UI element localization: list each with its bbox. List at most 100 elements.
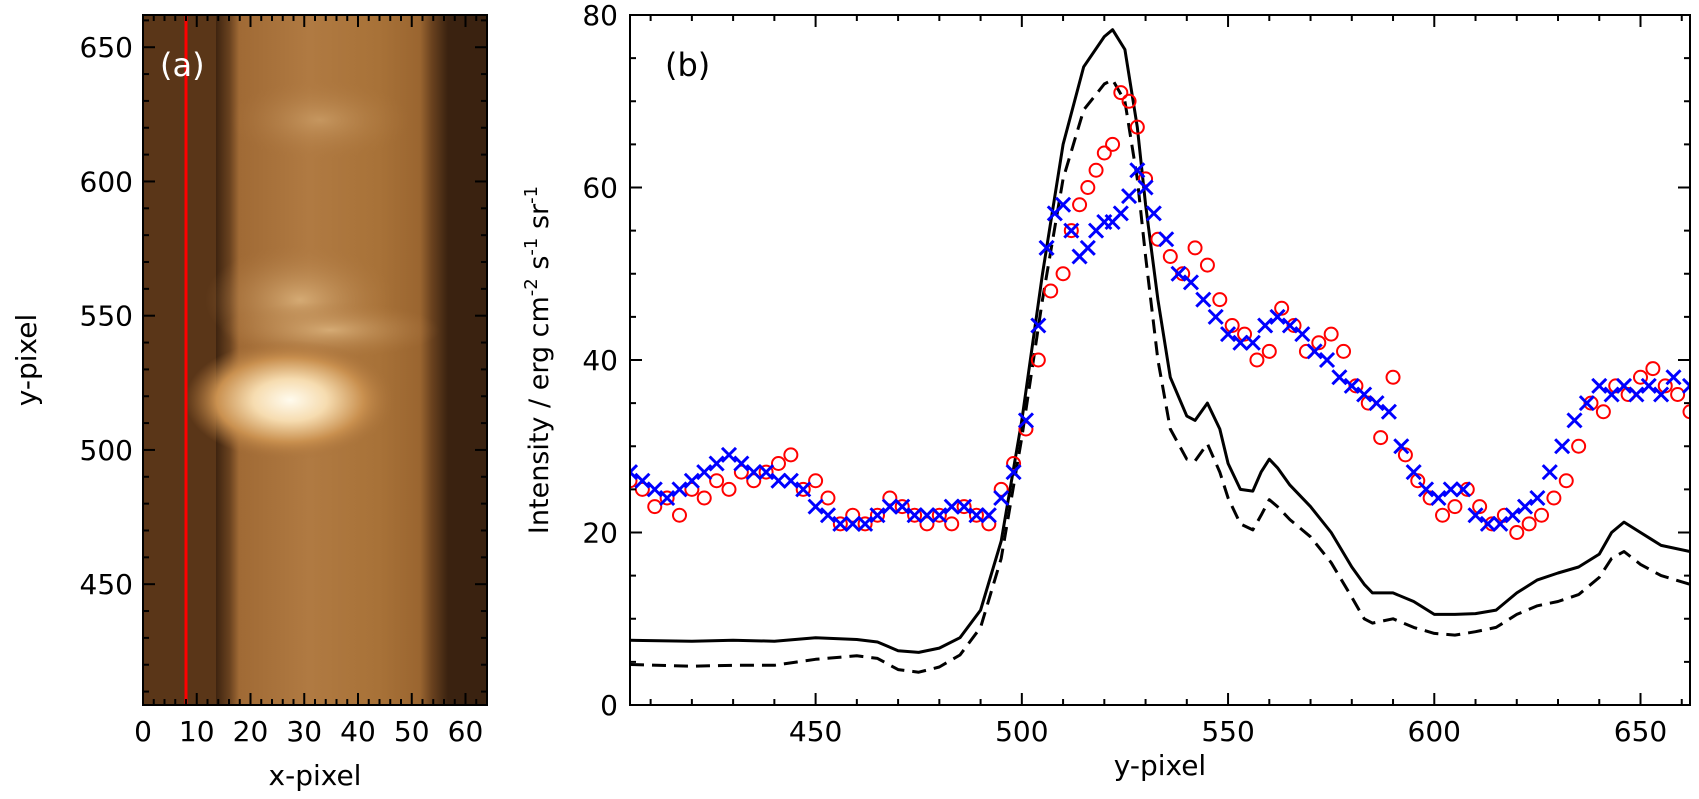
series-cross-point [1055,196,1072,213]
series-cross-point [1195,291,1212,308]
series-circle-point [1138,171,1154,187]
panel-b-ytick-label: 40 [582,344,618,377]
series-circle-point [1571,438,1587,454]
series-circle-point [1080,180,1096,195]
series-cross-point [943,498,960,515]
series-circle-point [1459,481,1475,497]
series-cross-point [956,498,973,515]
series-circle-point [894,499,910,515]
series-circle-point [956,499,972,515]
series-cross-point [1417,481,1435,498]
series-cross-point [1615,377,1633,394]
series-circle-point [1447,499,1463,515]
series-cross-point [819,507,837,524]
series-circle-point [968,507,984,523]
panel-a-ytick-label: 600 [80,165,133,198]
panel-b-ytick-label: 20 [582,517,618,550]
series-cross-point [782,472,799,489]
series-cross-point [1170,265,1187,282]
series-cross-point [1331,369,1348,386]
panel-b-series [630,28,1690,674]
series-circle-point [795,481,811,497]
series-cross-point [906,507,923,524]
series-cross-point [1158,231,1175,248]
series-circle-point [1129,119,1145,135]
series-cross-point [1405,464,1422,481]
series-circle-point [1645,361,1661,377]
panel-a-xtick-label: 10 [179,715,215,748]
series-cross-point [770,472,787,489]
series-cross-point [1665,369,1682,386]
bright-kernel [185,340,395,460]
series-cross-point [1306,343,1323,360]
panel-a: 0 10 20 30 40 50 60 450 500 550 600 650 (a) x-pixel… [10,14,488,792]
series-circle-point [1682,404,1690,420]
series-circle-point [1187,240,1203,256]
series-cross-point [708,455,725,472]
series-cross-point [1129,162,1146,179]
series-circle-point [1373,430,1389,446]
series-cross-point [745,464,762,481]
series-circle-point [857,516,873,532]
series-cross-point [857,515,874,532]
series-circle-point [1072,197,1088,213]
series-circle-point [845,507,861,523]
series-cross-point [733,455,750,472]
series-circle-point [1063,223,1079,239]
series-cross-point [1038,239,1055,256]
series-cross-point [683,472,700,489]
panel-a-ytick-label: 450 [80,568,133,601]
series-cross-point [832,515,849,532]
series-cross-point [1479,515,1496,532]
series-cross-point [1343,377,1360,394]
series-cross-point [931,507,948,524]
series-circle-point [882,490,898,506]
series-circle-point [1055,266,1071,282]
series-cross-point [869,507,886,524]
series-circle-point [758,464,774,480]
panel-a-xtick-label: 20 [233,715,269,748]
series-circle-point [993,481,1009,497]
series-cross-point [634,472,651,489]
panel-a-xtick-label: 50 [394,715,430,748]
series-cross-point [1566,412,1583,429]
series-circle-point [1521,516,1537,532]
series-circle-point [709,473,725,489]
series-cross-point [894,498,911,515]
series-cross-point [993,489,1010,507]
series-cross-point [1430,489,1447,507]
series-cross-point [758,464,775,481]
series-cross-point [1063,222,1080,239]
series-cross-point [1079,239,1096,256]
series-dashed-line [630,78,1690,674]
series-cross-point [1030,317,1047,334]
series-circle-point [1113,85,1129,101]
series-cross-point [1281,317,1298,334]
series-circle-point [1121,93,1137,109]
series-cross-point [1603,386,1620,403]
series-circle-point [1509,525,1525,540]
panel-a-xlabel: x-pixel [269,759,362,792]
series-cross-point [1112,205,1129,222]
series-cross-point [1554,438,1571,455]
series-circle-point [1534,507,1550,523]
series-circle-point [630,473,638,489]
panel-b-ytick-label: 60 [582,172,618,205]
series-circle-point [696,490,712,506]
series-cross-point [1380,403,1397,420]
series-cross-point [1145,205,1162,222]
series-cross-point [1356,386,1373,403]
series-cross-point [807,498,824,515]
series-cross-point [980,507,997,524]
series-circle-point [1249,352,1265,368]
series-circle-point [1385,369,1401,385]
right-dark-band [448,15,487,705]
series-cross-point [1005,464,1022,481]
series-cross-point [1591,377,1608,394]
series-cross-point [1541,464,1558,481]
series-circle-point [1162,249,1178,264]
solar-image [143,15,487,705]
series-cross-point [844,515,861,532]
series-circle-point [1261,343,1277,359]
series-cross-point [696,464,713,481]
